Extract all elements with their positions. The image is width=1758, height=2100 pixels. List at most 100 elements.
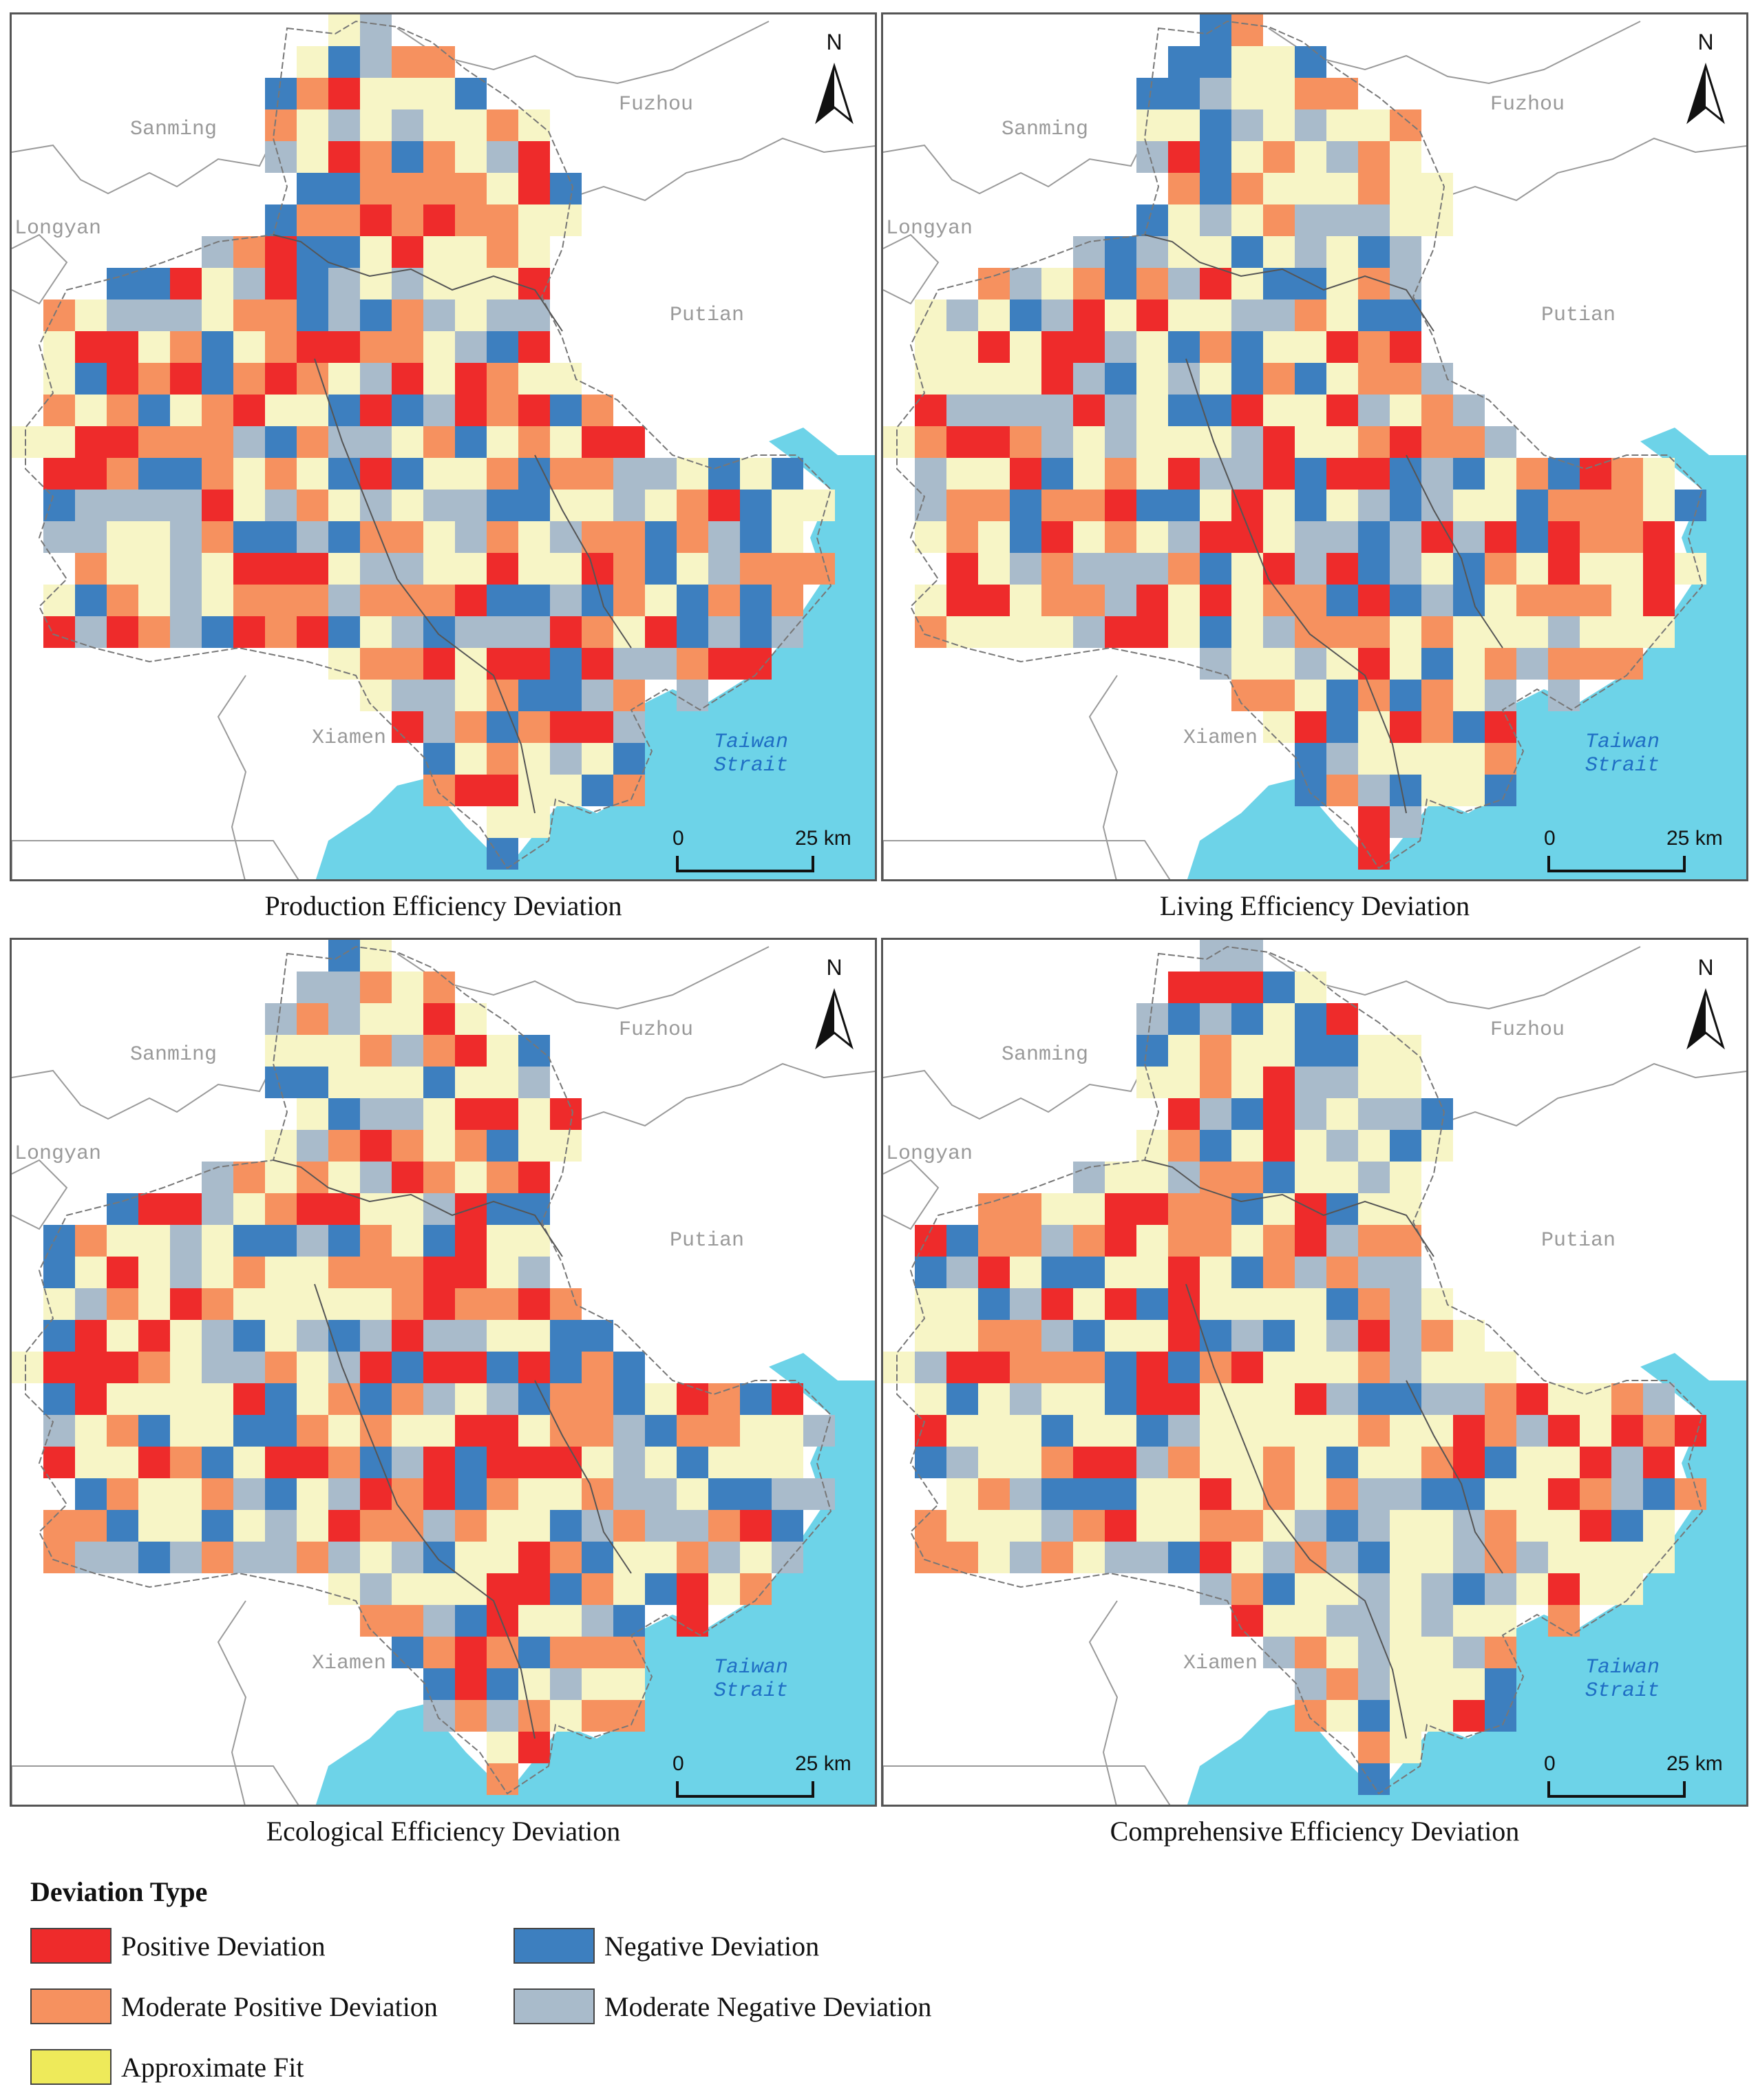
grid-cell (1231, 1510, 1263, 1542)
grid-cell (645, 1447, 677, 1478)
grid-cell (1358, 1098, 1390, 1130)
grid-cell (392, 173, 423, 204)
city-label-longyan: Longyan (886, 217, 973, 240)
grid-cell (946, 363, 978, 395)
grid-cell (43, 426, 75, 458)
grid-cell (1168, 1352, 1200, 1383)
grid-cell (1231, 1542, 1263, 1573)
grid-cell (297, 585, 328, 616)
grid-cell (772, 1415, 803, 1447)
grid-cell (1295, 1035, 1326, 1067)
grid-cell (1200, 940, 1231, 972)
grid-cell (328, 1573, 360, 1605)
grid-cell (392, 458, 423, 490)
grid-cell (1326, 1225, 1358, 1257)
scale-max-label: 25 km (1666, 827, 1723, 850)
grid-cell (297, 236, 328, 268)
grid-cell (1200, 1447, 1231, 1478)
grid-cell (1516, 648, 1548, 680)
grid-cell (1326, 1035, 1358, 1067)
grid-cell (1200, 109, 1231, 141)
grid-cell (550, 1478, 582, 1510)
grid-cell (487, 806, 518, 838)
grid-cell (1611, 1478, 1643, 1510)
north-arrow-icon (815, 63, 854, 125)
grid-cell (1105, 1162, 1136, 1193)
map-panel-living: Sanming Fuzhou Longyan Putian Xiamen Tai… (881, 12, 1748, 881)
grid-cell (392, 1003, 423, 1035)
grid-cell (455, 1700, 487, 1732)
grid-cell (1200, 300, 1231, 331)
grid-cell (1263, 1288, 1295, 1320)
grid-cell (1326, 585, 1358, 616)
grid-cell (1200, 268, 1231, 300)
grid-cell (1231, 1288, 1263, 1320)
grid-cell (1421, 743, 1453, 775)
grid-cell (915, 458, 946, 490)
grid-cell (328, 78, 360, 109)
grid-cell (170, 1193, 202, 1225)
grid-cell (138, 1542, 170, 1573)
grid-cell (1200, 521, 1231, 553)
grid-cell (1421, 1605, 1453, 1637)
grid-cell (392, 648, 423, 680)
grid-cell (265, 1415, 297, 1447)
grid-cell (1326, 1573, 1358, 1605)
grid-cell (915, 1447, 946, 1478)
grid-cell (328, 395, 360, 426)
grid-cell (138, 268, 170, 300)
grid-cell (1548, 553, 1580, 585)
grid-cell (946, 1288, 978, 1320)
city-label-sanming: Sanming (130, 118, 218, 141)
grid-cell (392, 1542, 423, 1573)
grid-cell (1390, 236, 1421, 268)
grid-cell (1105, 1510, 1136, 1542)
grid-cell (1073, 1542, 1105, 1573)
grid-cell (1516, 521, 1548, 553)
grid-cell (328, 1257, 360, 1288)
study-area-outline (25, 20, 832, 870)
grid-cell (550, 395, 582, 426)
map-panel-ecological: Sanming Fuzhou Longyan Putian Xiamen Tai… (10, 938, 877, 1807)
grid-cell (613, 1352, 645, 1383)
grid-cell (550, 1637, 582, 1668)
grid-cell (233, 553, 265, 585)
grid-cell (550, 1447, 582, 1478)
grid-cell (1548, 616, 1580, 648)
grid-cell (423, 1573, 455, 1605)
grid-cell (107, 490, 138, 521)
grid-cell (328, 300, 360, 331)
grid-cell (1136, 1510, 1168, 1542)
grid-cell (1263, 1447, 1295, 1478)
grid-cell (677, 1383, 708, 1415)
grid-cell (233, 1383, 265, 1415)
grid-cell (487, 521, 518, 553)
grid-cell (1200, 1288, 1231, 1320)
grid-cell (360, 109, 392, 141)
grid-cell (43, 458, 75, 490)
grid-cell (1358, 1193, 1390, 1225)
grid-cell (1390, 1573, 1421, 1605)
grid-cell (518, 521, 550, 553)
grid-cell (1421, 204, 1453, 236)
grid-cell (392, 300, 423, 331)
grid-cell (1041, 1352, 1073, 1383)
grid-cell (328, 14, 360, 46)
grid-cell (1136, 1383, 1168, 1415)
grid-cell (360, 1573, 392, 1605)
grid-cell (1485, 458, 1516, 490)
grid-cell (1295, 648, 1326, 680)
grid-cell (423, 395, 455, 426)
legend-label-moderate-positive: Moderate Positive Deviation (121, 1991, 438, 2022)
grid-cell (1231, 1162, 1263, 1193)
grid-cell (1010, 331, 1041, 363)
grid-cell (645, 1510, 677, 1542)
grid-cell (1358, 553, 1390, 585)
grid-cell (107, 1320, 138, 1352)
grid-cell (1358, 1035, 1390, 1067)
grid-cell (1516, 1573, 1548, 1605)
grid-cell (1358, 1447, 1390, 1478)
grid-cell (107, 585, 138, 616)
grid-cell (518, 173, 550, 204)
grid-cell (1326, 395, 1358, 426)
